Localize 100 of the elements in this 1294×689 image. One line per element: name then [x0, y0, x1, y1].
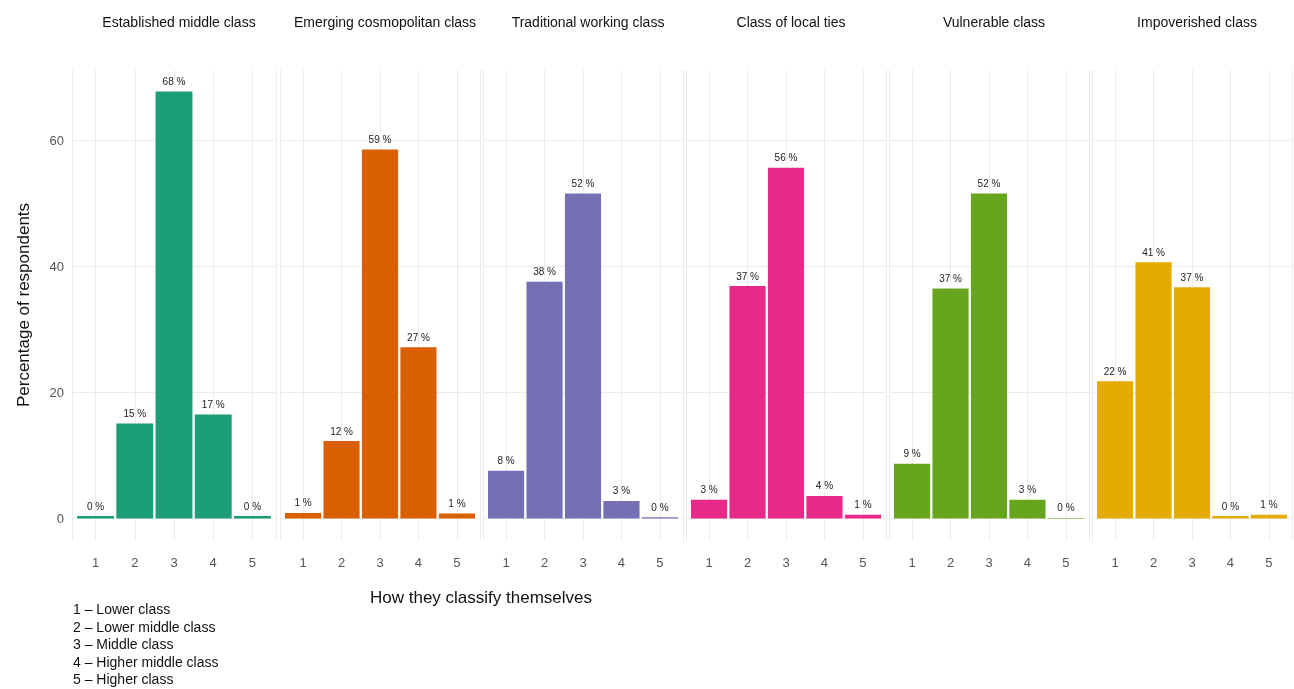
data-label: 0 % — [243, 500, 262, 512]
data-label: 1 % — [294, 497, 312, 509]
bar — [564, 193, 602, 519]
x-tick-label: 1 — [299, 555, 307, 570]
text: 2 – Lower middle class — [73, 618, 217, 636]
bar — [1009, 499, 1046, 519]
y-tick-label: 40 — [49, 259, 64, 275]
data-label: 3 % — [612, 485, 631, 497]
data-label: 27 % — [407, 331, 430, 343]
data-label: 1 % — [1260, 499, 1278, 511]
chart-title: Emerging cosmopolitan class — [293, 14, 477, 30]
x-tick-label: 3 — [985, 555, 993, 570]
bar — [285, 512, 322, 519]
chart-title: Established middle class — [102, 14, 256, 30]
y-tick-label: 0 — [56, 511, 64, 527]
data-label: 0 % — [1221, 500, 1240, 512]
bar — [438, 513, 475, 519]
x-tick-label: 1 — [1111, 555, 1119, 570]
data-label: 0 % — [86, 500, 105, 512]
bar — [603, 500, 640, 519]
data-label: 41 % — [1142, 246, 1166, 258]
x-tick-label: 4 — [820, 555, 829, 570]
y-axis-title: Percentage of respondents — [14, 202, 33, 408]
data-label: 56 % — [774, 152, 798, 164]
data-label: 38 % — [533, 266, 557, 278]
text: 4 – Higher middle class — [73, 653, 219, 671]
x-tick-label: 4 — [1023, 555, 1032, 570]
x-axis-title: How they classify themselves — [369, 588, 593, 608]
bar — [194, 414, 232, 519]
data-label: 52 % — [977, 177, 1001, 189]
bar — [970, 193, 1008, 519]
bar — [361, 149, 399, 519]
chart-title: Class of local ties — [736, 14, 846, 30]
bar — [1212, 516, 1249, 519]
text: 3 – Middle class — [73, 636, 175, 654]
x-tick-label: 1 — [91, 555, 100, 570]
y-tick-label: 20 — [49, 385, 64, 401]
x-tick-label: 5 — [248, 555, 257, 570]
x-tick-label: 3 — [376, 555, 384, 570]
data-label: 0 % — [1057, 502, 1075, 514]
bar — [767, 167, 805, 519]
bar — [1173, 287, 1211, 519]
bar — [234, 516, 271, 519]
x-tick-label: 1 — [908, 555, 916, 570]
data-label: 0 % — [651, 501, 669, 513]
x-tick-label: 5 — [1062, 555, 1070, 570]
bar — [806, 495, 843, 519]
data-label: 4 % — [815, 480, 834, 492]
x-tick-label: 4 — [414, 555, 423, 570]
data-label: 3 % — [1018, 484, 1037, 496]
bar — [400, 347, 437, 519]
x-tick-label: 2 — [1149, 555, 1158, 570]
x-tick-label: 5 — [859, 555, 867, 570]
bar — [526, 281, 563, 519]
x-tick-label: 3 — [1188, 555, 1196, 570]
x-tick-label: 4 — [209, 555, 217, 570]
x-tick-label: 5 — [1265, 555, 1273, 570]
x-tick-label: 2 — [946, 555, 955, 570]
data-label: 22 % — [1103, 365, 1127, 377]
bar — [116, 423, 154, 519]
text: 1 – Lower class — [73, 601, 172, 619]
x-tick-label: 2 — [743, 555, 752, 570]
data-label: 52 % — [571, 177, 595, 189]
text: 5 – Higher class — [73, 671, 175, 689]
x-tick-label: 2 — [337, 555, 346, 570]
x-tick-label: 5 — [453, 555, 461, 570]
data-label: 3 % — [700, 484, 718, 496]
chart-title: Impoverished class — [1137, 14, 1257, 30]
bar — [932, 288, 969, 519]
x-tick-label: 2 — [131, 555, 139, 570]
y-tick-label: 60 — [49, 133, 64, 149]
data-label: 1 % — [448, 498, 466, 510]
data-label: 17 % — [201, 399, 225, 411]
x-tick-label: 1 — [502, 555, 510, 570]
x-tick-label: 4 — [617, 555, 626, 570]
bar — [729, 286, 766, 519]
data-label: 37 % — [1180, 271, 1204, 283]
data-label: 37 % — [736, 270, 760, 282]
data-label: 59 % — [368, 133, 392, 145]
bar — [488, 470, 525, 519]
x-tick-label: 3 — [782, 555, 790, 570]
x-tick-label: 2 — [540, 555, 549, 570]
bar — [155, 91, 193, 519]
data-label: 9 % — [903, 448, 921, 460]
data-label: 68 % — [162, 75, 186, 87]
data-label: 8 % — [497, 455, 515, 467]
data-label: 1 % — [854, 499, 872, 511]
bar — [844, 514, 881, 519]
data-label: 15 % — [123, 407, 147, 419]
bar — [1097, 381, 1134, 519]
chart-title: Vulnerable class — [942, 14, 1046, 30]
data-label: 37 % — [939, 273, 963, 285]
bar — [323, 441, 360, 519]
bar — [691, 499, 728, 519]
chart-title: Traditional working class — [511, 14, 665, 30]
bar — [894, 463, 931, 519]
bar — [1250, 514, 1287, 519]
x-tick-label: 4 — [1226, 555, 1235, 570]
x-tick-label: 3 — [170, 555, 178, 570]
x-tick-label: 5 — [656, 555, 664, 570]
